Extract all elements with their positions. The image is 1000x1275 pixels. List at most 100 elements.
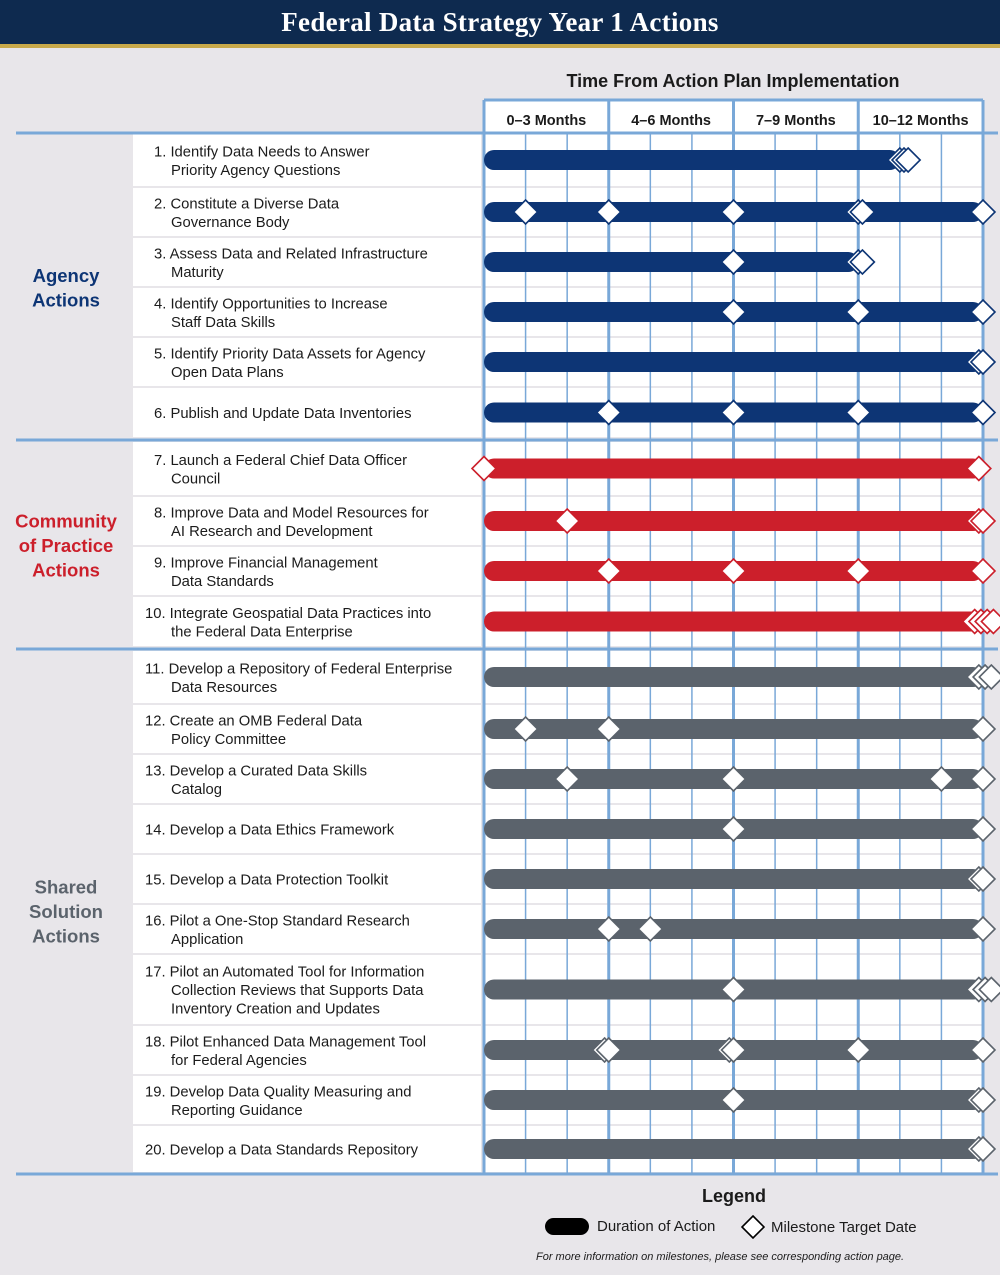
task-label-15: 15. Develop a Data Protection Toolkit [145, 873, 388, 889]
task-label-cell [133, 805, 481, 853]
task-label-cell [133, 955, 481, 1024]
duration-bar-7 [484, 458, 983, 479]
milestone-11-3 [978, 663, 1000, 691]
milestone-19-1 [720, 1086, 747, 1114]
group-label-3: Shared Solution Actions [29, 877, 103, 947]
task-label-cell [133, 1076, 481, 1124]
task-label-cell [133, 597, 481, 646]
task-label-3: 3. Assess Data and Related Infrastructur… [154, 246, 428, 281]
footnote: For more information on milestones, plea… [536, 1251, 905, 1263]
milestone-8-1 [554, 507, 581, 535]
task-label-cell [133, 1026, 481, 1074]
period-label-1: 0–3 Months [506, 113, 586, 129]
milestone-15-2 [969, 865, 997, 893]
task-label-cell [133, 855, 481, 903]
milestone-9-1 [595, 557, 622, 585]
task-label-cell [133, 288, 481, 336]
milestone-13-2 [720, 765, 747, 793]
milestone-5-2 [969, 348, 997, 376]
milestone-13-1 [554, 765, 581, 793]
task-label-cell [133, 188, 481, 236]
task-label-14: 14. Develop a Data Ethics Framework [145, 823, 395, 839]
milestone-18-2 [595, 1036, 622, 1064]
group-label-2: Community of Practice Actions [15, 511, 117, 581]
milestone-2-1 [512, 198, 539, 226]
duration-bar-5 [484, 352, 983, 372]
duration-bar-12 [484, 719, 983, 739]
milestone-18-4 [720, 1036, 747, 1064]
task-label-17: 17. Pilot an Automated Tool for Informat… [145, 965, 424, 1018]
milestone-1-3 [895, 146, 922, 174]
duration-bar-15 [484, 869, 983, 889]
milestone-16-1 [595, 915, 622, 943]
task-label-cell [133, 905, 481, 953]
milestone-19-3 [969, 1086, 997, 1114]
milestone-6-2 [720, 399, 747, 426]
task-label-cell [133, 134, 481, 186]
task-label-6: 6. Publish and Update Data Inventories [154, 406, 411, 422]
duration-bar-11 [484, 667, 983, 687]
milestone-10-4 [980, 608, 1000, 635]
task-label-cell [133, 547, 481, 595]
milestone-20-2 [969, 1135, 997, 1163]
task-label-20: 20. Develop a Data Standards Repository [145, 1143, 419, 1159]
milestone-9-3 [845, 557, 872, 585]
task-label-2: 2. Constitute a Diverse Data Governance B… [154, 196, 340, 231]
legend-duration-swatch [545, 1218, 589, 1235]
duration-bar-3 [484, 252, 859, 272]
milestone-8-3 [969, 507, 997, 535]
legend-milestone-label: Milestone Target Date [771, 1218, 917, 1236]
task-label-16: 16. Pilot a One-Stop Standard Research Ap… [145, 913, 410, 948]
period-label-4: 10–12 Months [873, 113, 969, 129]
task-label-1: 1. Identify Data Needs to Answer Priority… [154, 144, 370, 179]
task-label-8: 8. Improve Data and Model Resources for A… [154, 505, 429, 540]
milestone-14-2 [969, 815, 997, 843]
milestone-7-2 [965, 455, 992, 482]
task-label-cell [133, 338, 481, 386]
chart-title: Time From Action Plan Implementation [566, 71, 899, 91]
task-label-18: 18. Pilot Enhanced Data Management Tool f… [145, 1034, 426, 1069]
period-label-3: 7–9 Months [756, 113, 836, 129]
legend-duration-label: Duration of Action [597, 1218, 716, 1235]
task-label-cell [133, 1126, 481, 1172]
task-label-cell [133, 705, 481, 753]
task-label-12: 12. Create an OMB Federal Data Policy Com… [145, 713, 363, 748]
task-label-cell [133, 651, 481, 703]
title-bar: Federal Data Strategy Year 1 Actions [0, 0, 1000, 48]
task-label-13: 13. Develop a Curated Data Skills Catalog [145, 763, 367, 798]
milestone-2-6 [969, 198, 997, 226]
milestone-4-1 [720, 298, 747, 326]
page-title: Federal Data Strategy Year 1 Actions [281, 6, 719, 37]
task-label-9: 9. Improve Financial Management Data Stan… [154, 555, 378, 590]
milestone-4-2 [845, 298, 872, 326]
milestone-4-3 [969, 298, 997, 326]
milestone-6-3 [845, 399, 872, 426]
task-label-cell [133, 238, 481, 286]
period-label-2: 4–6 Months [631, 113, 711, 129]
milestone-2-5 [849, 198, 876, 226]
milestone-12-3 [969, 715, 997, 743]
milestone-3-3 [849, 248, 876, 276]
task-label-5: 5. Identify Priority Data Assets for Age… [154, 346, 426, 381]
milestone-7-1 [470, 455, 498, 482]
milestone-18-5 [845, 1036, 872, 1064]
milestone-2-3 [720, 198, 747, 226]
legend-title: Legend [701, 1186, 766, 1206]
task-label-cell [133, 442, 481, 495]
milestone-13-4 [969, 765, 997, 793]
milestone-17-1 [720, 976, 747, 1003]
milestone-9-2 [720, 557, 747, 585]
duration-bar-10 [484, 611, 983, 632]
milestone-3-1 [720, 248, 747, 276]
milestone-16-2 [637, 915, 664, 943]
duration-bar-20 [484, 1139, 983, 1159]
legend-duration-item: Duration of Action [545, 1218, 715, 1235]
task-label-cell [133, 388, 481, 437]
duration-bar-1 [484, 150, 900, 170]
milestone-2-2 [595, 198, 622, 226]
milestone-18-6 [969, 1036, 997, 1064]
milestone-13-3 [928, 765, 955, 793]
task-label-10: 10. Integrate Geospatial Data Practices … [145, 606, 431, 641]
task-label-11: 11. Develop a Repository of Federal Ente… [145, 661, 452, 696]
